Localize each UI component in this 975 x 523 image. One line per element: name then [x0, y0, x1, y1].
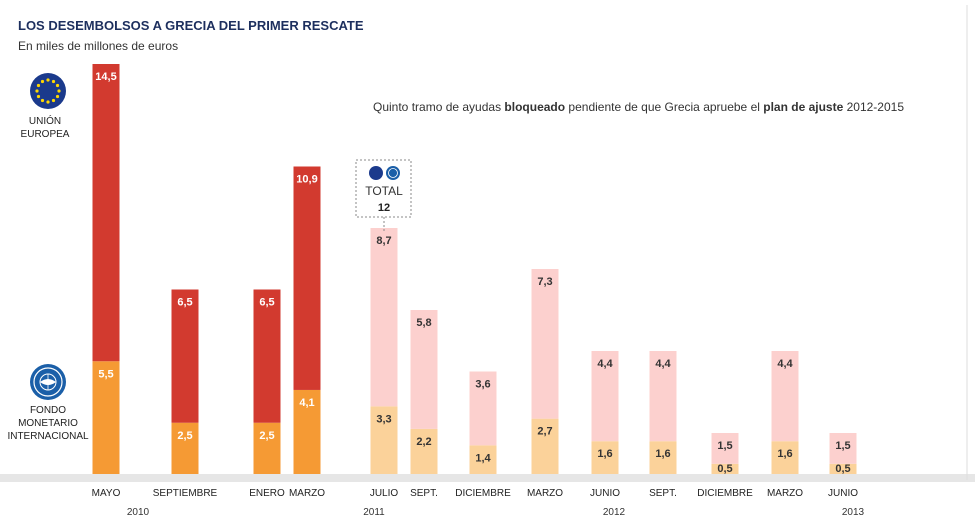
bar-imf-2 — [253, 422, 281, 474]
annotation-part3: 2012-2015 — [843, 100, 904, 114]
bar-eu-label-1: 6,5 — [177, 297, 192, 309]
bars-group: 14,5 5,5 6,5 2,5 6,5 2,5 10,9 4,1 8,7 3,3 5,8 2,2 3,… — [92, 64, 857, 475]
bar-imf-label-5: 2,2 — [416, 436, 431, 448]
bar-eu-0 — [92, 64, 120, 362]
bar-imf-label-1: 2,5 — [177, 430, 192, 442]
annotation-part1: Quinto tramo de ayudas — [373, 100, 504, 114]
bar-imf-label-0: 5,5 — [98, 368, 113, 380]
year-labels: 2010 2011 2012 2013 — [127, 507, 865, 518]
bar-imf-6 — [469, 445, 497, 474]
baseline-band — [0, 474, 975, 482]
year-label-2012: 2012 — [603, 507, 626, 518]
bar-imf-label-4: 3,3 — [376, 413, 391, 425]
x-tick-6: DICIEMBRE — [455, 488, 511, 499]
bar-eu-2 — [253, 289, 281, 423]
bar-eu-label-10: 1,5 — [717, 440, 732, 452]
x-tick-7: MARZO — [527, 488, 563, 499]
bar-eu-label-7: 7,3 — [537, 276, 552, 288]
bar-eu-10 — [711, 433, 739, 464]
x-tick-10: DICIEMBRE — [697, 488, 753, 499]
x-tick-11: MARZO — [767, 488, 803, 499]
bar-eu-4 — [370, 228, 398, 407]
bar-eu-5 — [410, 310, 438, 429]
bar-imf-0 — [92, 361, 120, 474]
annotation-text: Quinto tramo de ayudas bloqueado pendien… — [373, 100, 904, 114]
year-label-2013: 2013 — [842, 507, 865, 518]
bar-imf-8 — [591, 441, 619, 474]
bar-eu-label-5: 5,8 — [416, 317, 431, 329]
total-box: TOTAL 12 — [355, 159, 412, 232]
legend-eu: UNIÓN EUROPEA — [21, 73, 70, 140]
bar-eu-label-12: 1,5 — [835, 440, 850, 452]
x-tick-8: JUNIO — [590, 488, 620, 499]
year-label-2010: 2010 — [127, 507, 150, 518]
bar-eu-label-11: 4,4 — [777, 358, 793, 370]
bar-imf-label-6: 1,4 — [475, 452, 491, 464]
bar-eu-6 — [469, 371, 497, 446]
bar-eu-3 — [293, 166, 321, 390]
bar-imf-3 — [293, 389, 321, 474]
bar-eu-label-0: 14,5 — [95, 71, 116, 83]
x-tick-9: SEPT. — [649, 488, 677, 499]
legend-imf: FONDO MONETARIO INTERNACIONAL — [7, 364, 89, 442]
bar-imf-label-2: 2,5 — [259, 430, 274, 442]
legend-imf-line1: FONDO — [30, 405, 66, 416]
bar-imf-10 — [711, 463, 739, 474]
imf-seal-icon — [30, 364, 66, 400]
bar-imf-label-9: 1,6 — [655, 448, 670, 460]
bar-imf-5 — [410, 428, 438, 474]
bar-eu-label-9: 4,4 — [655, 358, 671, 370]
bar-imf-label-7: 2,7 — [537, 426, 552, 438]
bar-eu-7 — [531, 269, 559, 419]
bar-eu-label-2: 6,5 — [259, 297, 274, 309]
bar-eu-11 — [771, 351, 799, 442]
total-eu-icon — [369, 166, 383, 180]
total-label: TOTAL — [365, 184, 403, 198]
bar-imf-11 — [771, 441, 799, 474]
bar-eu-8 — [591, 351, 619, 442]
year-label-2011: 2011 — [363, 507, 385, 518]
total-value: 12 — [378, 202, 390, 214]
legend-eu-line1: UNIÓN — [29, 114, 61, 127]
annotation-bold2: plan de ajuste — [763, 100, 843, 114]
bar-imf-4 — [370, 406, 398, 474]
x-tick-2: ENERO — [249, 488, 285, 499]
x-tick-1: SEPTIEMBRE — [153, 488, 218, 499]
legend-eu-line2: EUROPEA — [21, 129, 70, 140]
bar-eu-label-6: 3,6 — [475, 379, 490, 391]
total-imf-icon — [386, 166, 400, 180]
chart-title: LOS DESEMBOLSOS A GRECIA DEL PRIMER RESC… — [18, 18, 364, 33]
legend-imf-line2: MONETARIO — [18, 418, 78, 429]
x-tick-4: JULIO — [370, 488, 399, 499]
x-tick-12: JUNIO — [828, 488, 858, 499]
bar-imf-label-3: 4,1 — [299, 397, 314, 409]
bar-imf-9 — [649, 441, 677, 474]
bar-imf-label-12: 0,5 — [835, 463, 850, 475]
bar-imf-label-11: 1,6 — [777, 448, 792, 460]
annotation-part2: pendiente de que Grecia apruebe el — [565, 100, 763, 114]
annotation-bold1: bloqueado — [504, 100, 565, 114]
bar-imf-1 — [171, 422, 199, 474]
bar-eu-label-4: 8,7 — [376, 235, 391, 247]
bar-imf-12 — [829, 463, 857, 474]
x-tick-3: MARZO — [289, 488, 325, 499]
x-tick-0: MAYO — [92, 488, 121, 499]
chart-subtitle: En miles de millones de euros — [18, 39, 179, 53]
bar-imf-7 — [531, 418, 559, 474]
legend-imf-line3: INTERNACIONAL — [7, 431, 89, 442]
x-tick-5: SEPT. — [410, 488, 438, 499]
x-tick-labels: MAYO SEPTIEMBRE ENERO MARZO JULIO SEPT. DICIEM… — [92, 488, 859, 499]
bar-eu-label-8: 4,4 — [597, 358, 613, 370]
bar-imf-label-8: 1,6 — [597, 448, 612, 460]
bar-eu-12 — [829, 433, 857, 464]
bar-eu-9 — [649, 351, 677, 442]
bar-eu-1 — [171, 289, 199, 423]
bar-imf-label-10: 0,5 — [717, 463, 732, 475]
bar-eu-label-3: 10,9 — [296, 174, 317, 186]
eu-flag-icon — [30, 73, 66, 109]
